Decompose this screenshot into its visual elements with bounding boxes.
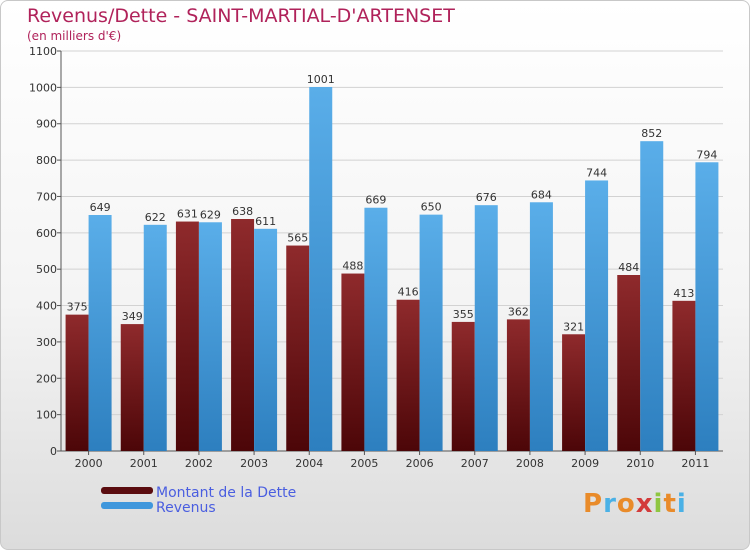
- data-label-revenus: 1001: [307, 73, 335, 86]
- bar-dette: [120, 324, 144, 451]
- labels-layer: 0 100 200 300 400 500 600 700 800 900 1000 1100 2000…: [29, 45, 717, 470]
- x-tick-label: 2011: [681, 457, 709, 470]
- data-label-revenus: 629: [200, 208, 221, 221]
- logo-letter: x: [635, 489, 654, 519]
- data-label-dette: 638: [232, 205, 253, 218]
- data-label-revenus: 611: [255, 215, 276, 228]
- data-label-dette: 321: [563, 320, 584, 333]
- legend-swatch-dette: [101, 487, 153, 494]
- data-label-revenus: 744: [586, 166, 607, 179]
- y-tick-label: 1100: [29, 45, 57, 58]
- data-label-dette: 375: [67, 301, 88, 314]
- y-tick-label: 800: [36, 154, 57, 167]
- y-tick-label: 1000: [29, 81, 57, 94]
- data-label-revenus: 852: [641, 127, 662, 140]
- chart-subtitle: (en milliers d'€): [27, 29, 122, 43]
- x-tick-label: 2009: [571, 457, 599, 470]
- y-tick-label: 600: [36, 227, 57, 240]
- data-label-dette: 413: [673, 287, 694, 300]
- bar-dette: [175, 221, 199, 451]
- data-label-dette: 355: [453, 308, 474, 321]
- y-tick-label: 900: [36, 118, 57, 131]
- bar-dette: [617, 275, 641, 451]
- bar-revenus: [88, 215, 112, 451]
- data-label-dette: 631: [177, 208, 198, 221]
- data-label-revenus: 650: [421, 201, 442, 214]
- bar-dette: [65, 314, 89, 451]
- bar-revenus: [364, 207, 388, 451]
- y-tick-label: 0: [50, 445, 57, 458]
- data-label-dette: 362: [508, 305, 529, 318]
- data-label-dette: 416: [398, 286, 419, 299]
- bar-dette: [396, 299, 420, 451]
- x-tick-label: 2006: [406, 457, 434, 470]
- bar-dette: [506, 319, 530, 451]
- legend-swatch-revenus: [101, 502, 153, 509]
- x-tick-label: 2010: [626, 457, 654, 470]
- x-tick-label: 2007: [461, 457, 489, 470]
- y-tick-label: 400: [36, 300, 57, 313]
- bar-revenus: [640, 141, 664, 451]
- bar-revenus: [198, 222, 222, 451]
- data-label-revenus: 684: [531, 188, 552, 201]
- bar-revenus: [474, 205, 498, 451]
- x-tick-label: 2008: [516, 457, 544, 470]
- proxiti-logo: Proxiti: [583, 489, 687, 519]
- bars-layer: [65, 87, 719, 452]
- bar-dette: [231, 219, 255, 451]
- y-tick-label: 300: [36, 336, 57, 349]
- bar-revenus: [695, 162, 719, 452]
- x-tick-label: 2000: [75, 457, 103, 470]
- x-tick-label: 2005: [350, 457, 378, 470]
- data-label-revenus: 794: [696, 148, 717, 161]
- bar-dette: [672, 300, 696, 451]
- bar-revenus: [143, 224, 167, 451]
- x-tick-label: 2003: [240, 457, 268, 470]
- y-tick-label: 500: [36, 263, 57, 276]
- data-label-dette: 565: [287, 232, 308, 245]
- data-label-dette: 488: [342, 260, 363, 273]
- bar-revenus: [419, 214, 443, 451]
- chart-title: Revenus/Dette - SAINT-MARTIAL-D'ARTENSET: [27, 5, 455, 27]
- logo-letter: i: [653, 489, 664, 519]
- logo-letter: r: [603, 489, 617, 519]
- bar-revenus: [585, 180, 609, 452]
- x-tick-label: 2001: [130, 457, 158, 470]
- y-tick-label: 100: [36, 409, 57, 422]
- legend-label-revenus: Revenus: [156, 500, 216, 516]
- bar-revenus: [529, 202, 553, 451]
- bar-revenus: [309, 87, 333, 451]
- logo-letter: i: [676, 489, 687, 519]
- grid-layer: [57, 50, 723, 455]
- logo-letter: P: [583, 489, 604, 519]
- y-tick-label: 200: [36, 372, 57, 385]
- data-label-dette: 349: [122, 310, 143, 323]
- logo-letter: t: [663, 489, 677, 519]
- bar-revenus: [254, 228, 278, 451]
- logo-letter: o: [616, 489, 636, 519]
- data-label-revenus: 622: [145, 211, 166, 224]
- bar-dette: [286, 245, 310, 451]
- x-tick-label: 2004: [295, 457, 323, 470]
- data-label-revenus: 676: [476, 191, 497, 204]
- bar-dette: [562, 334, 586, 451]
- data-label-revenus: 669: [365, 194, 386, 207]
- x-tick-label: 2002: [185, 457, 213, 470]
- bar-dette: [451, 321, 475, 451]
- data-label-dette: 484: [618, 261, 639, 274]
- y-tick-label: 700: [36, 190, 57, 203]
- data-label-revenus: 649: [90, 201, 111, 214]
- legend-label-dette: Montant de la Dette: [156, 485, 297, 501]
- bar-dette: [341, 273, 365, 451]
